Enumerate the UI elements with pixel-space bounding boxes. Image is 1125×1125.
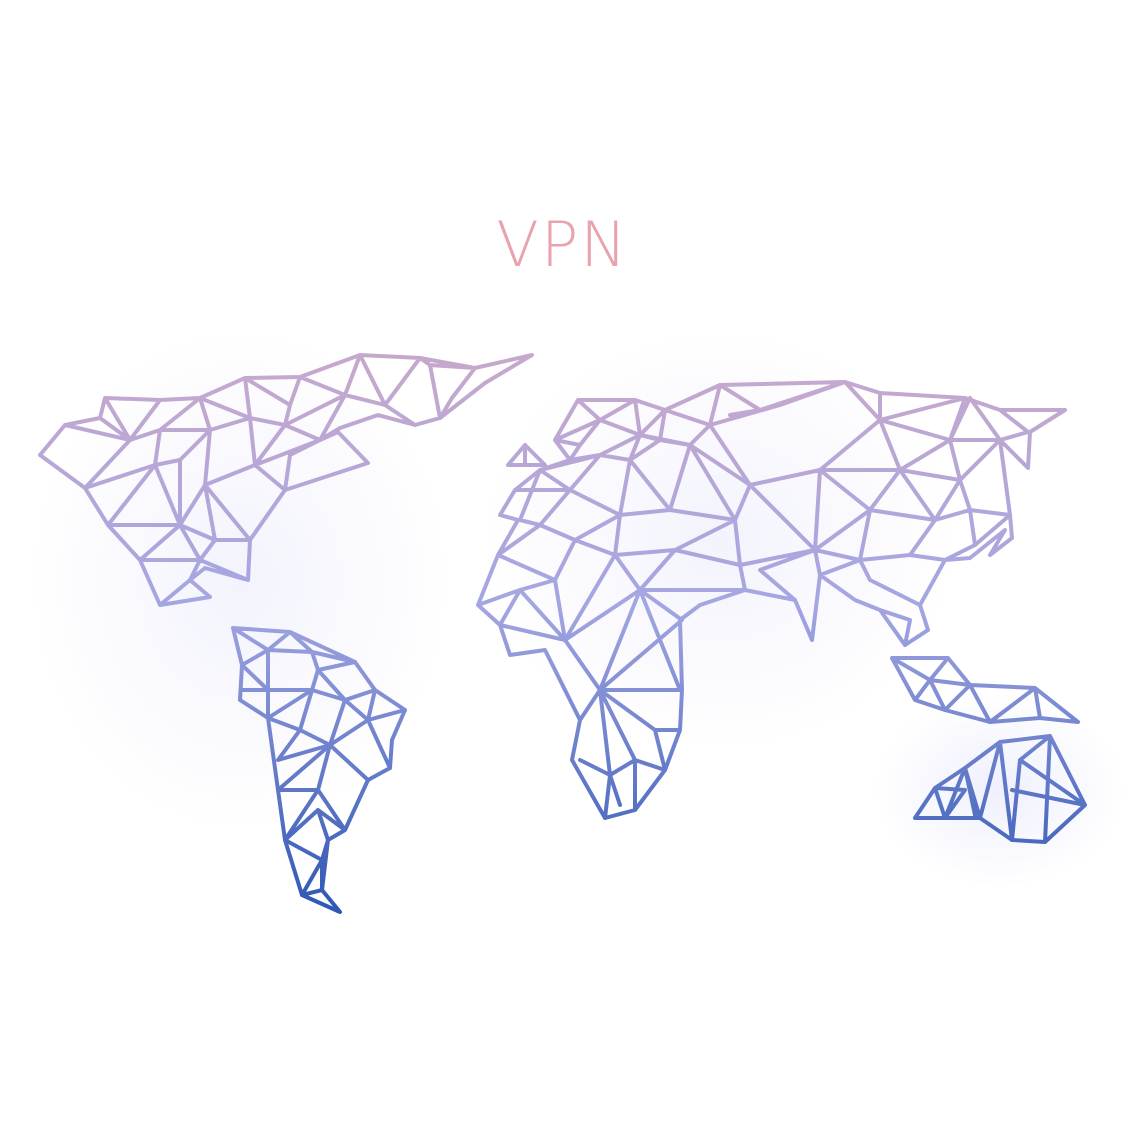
- north-america: [38, 353, 534, 607]
- australia: [913, 734, 1087, 844]
- page-title: VPN: [496, 208, 629, 281]
- iceland: [506, 443, 547, 467]
- southeast-asia: [890, 656, 1080, 724]
- south-america: [231, 626, 407, 914]
- eurasia: [476, 380, 1067, 820]
